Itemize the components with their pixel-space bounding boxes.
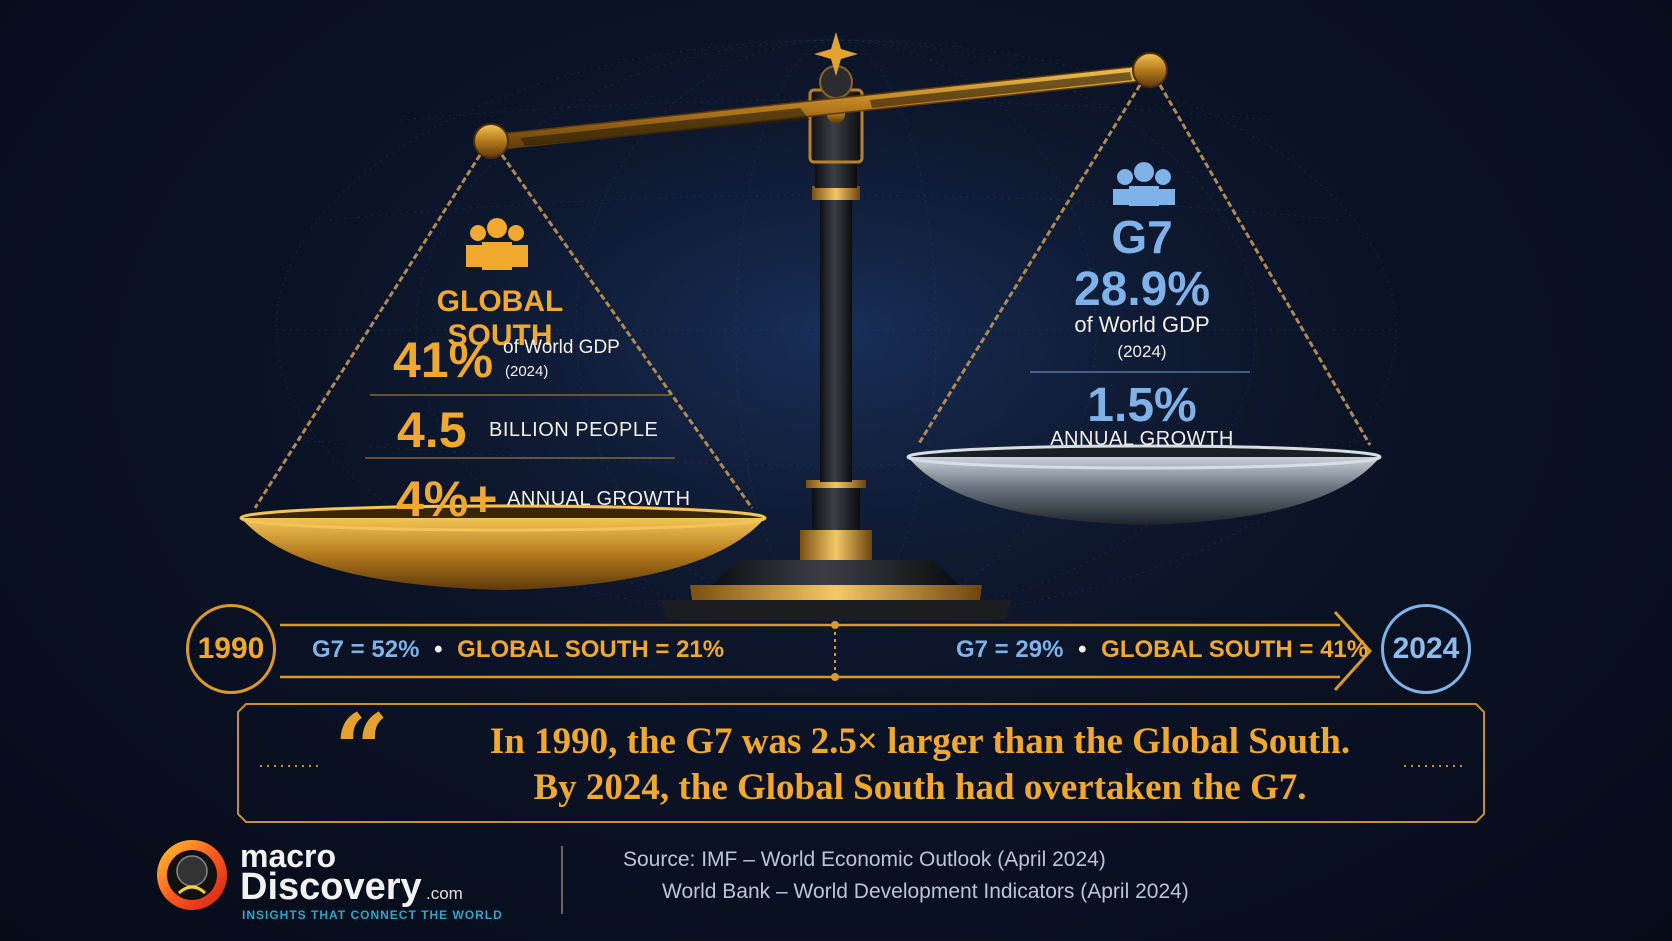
brand-suffix: .com: [426, 884, 463, 903]
global-south-gdp-value: 41%: [393, 332, 494, 388]
brand-name-line-2: Discovery: [240, 866, 422, 908]
g7-growth-label: ANNUAL GROWTH: [1050, 428, 1234, 450]
scale-chains: [253, 84, 1372, 509]
silver-scale-pan: [906, 444, 1382, 525]
timeline-end-stats: G7 = 29% • GLOBAL SOUTH = 41%: [956, 636, 1368, 664]
source-line-1: Source: IMF – World Economic Outlook (Ap…: [623, 848, 1106, 871]
timeline-separator: •: [1078, 636, 1087, 663]
g7-gdp-value: 28.9%: [1073, 263, 1211, 316]
scale-beam: [473, 52, 1168, 159]
timeline-start-stats: G7 = 52% • GLOBAL SOUTH = 21%: [312, 636, 724, 664]
source-line-2: World Bank – World Development Indicator…: [662, 880, 1189, 903]
g7-growth-value: 1.5%: [1087, 379, 1197, 432]
brand-name-line-1: macro: [240, 838, 337, 874]
global-south-gdp-label: of World GDP: [503, 337, 620, 358]
global-south-population-value: 4.5: [397, 402, 467, 458]
brand-tagline: INSIGHTS THAT CONNECT THE WORLD: [242, 908, 503, 922]
timeline-end-year: 2024: [1381, 604, 1471, 694]
global-south-title: GLOBAL SOUTH: [436, 285, 564, 352]
g7-people-icon: [1113, 162, 1175, 206]
g7-gdp-label: of World GDP: [1074, 312, 1210, 337]
timeline-end-g7: G7 = 29%: [956, 636, 1064, 663]
footer-divider: [561, 846, 563, 914]
macrodiscovery-logo-icon: [157, 840, 227, 910]
global-south-growth-value: 4%+: [396, 471, 498, 527]
global-south-growth-label: ANNUAL GROWTH: [507, 488, 691, 510]
quote-line-2: By 2024, the Global South had overtaken …: [533, 767, 1307, 808]
timeline-arrow: [280, 610, 1373, 692]
timeline-start-g7: G7 = 52%: [312, 636, 420, 663]
quote-frame: [237, 703, 1485, 823]
g7-gdp-year: (2024): [1117, 342, 1167, 361]
timeline-separator: •: [434, 636, 443, 663]
gold-scale-pan: [239, 504, 767, 590]
quote-mark-icon: “: [334, 693, 390, 806]
global-south-population-label: BILLION PEOPLE: [489, 419, 659, 441]
gs-people-icon: [466, 218, 528, 270]
timeline-start-year: 1990: [186, 604, 276, 694]
quote-line-1: In 1990, the G7 was 2.5× larger than the…: [489, 721, 1351, 762]
timeline-end-gs: GLOBAL SOUTH = 41%: [1101, 636, 1369, 663]
timeline-start-gs: GLOBAL SOUTH = 21%: [457, 636, 725, 663]
global-south-gdp-year: (2024): [505, 363, 549, 380]
g7-title: G7: [1111, 211, 1173, 263]
